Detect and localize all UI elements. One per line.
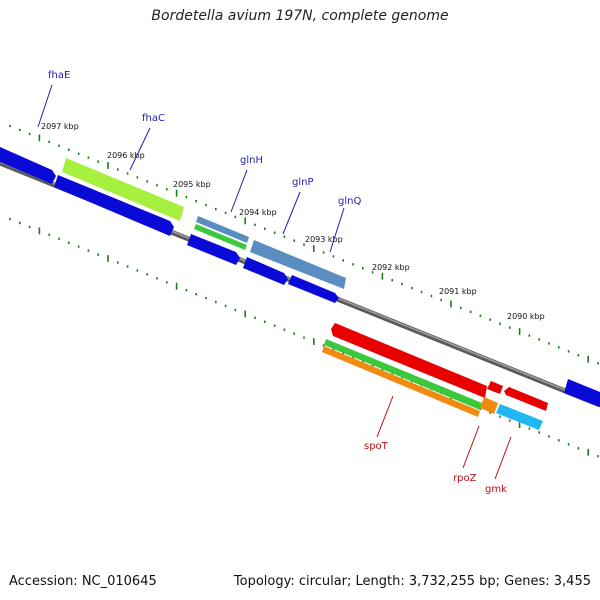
gene-label-glnP[interactable]: glnP: [292, 177, 314, 188]
feature-spoT-bar-2[interactable]: [322, 346, 480, 417]
scale-label: 2091 kbp: [439, 287, 477, 296]
scale-label: 2096 kbp: [107, 151, 145, 160]
label-leader-spoT: [376, 395, 394, 438]
feature-glnP-bar[interactable]: [250, 240, 346, 289]
gene-label-glnH[interactable]: glnH: [240, 155, 263, 166]
scale-label: 2093 kbp: [305, 235, 343, 244]
feature-gmk-bar[interactable]: [496, 404, 543, 430]
scale-label: 2095 kbp: [173, 180, 211, 189]
label-leader-gmk: [494, 436, 512, 480]
forward-gene-labels: fhaE fhaC glnH glnP glnQ: [37, 70, 361, 253]
label-leader-fhaE: [37, 84, 53, 128]
label-leader-glnH: [230, 169, 248, 213]
feature-glnH-bar[interactable]: [196, 216, 249, 243]
reverse-strand-genes: [322, 323, 548, 430]
gene-gmk-arrow[interactable]: [504, 387, 548, 411]
gene-glnP-arrow[interactable]: [243, 257, 288, 285]
gene-label-fhaE[interactable]: fhaE: [48, 70, 70, 81]
gene-glnH-arrow[interactable]: [187, 234, 240, 265]
label-leader-glnP: [282, 191, 301, 235]
label-leader-rpoZ: [462, 425, 480, 469]
gene-label-glnQ[interactable]: glnQ: [338, 196, 361, 207]
gene-fhaE-arrow[interactable]: [0, 147, 56, 184]
feature-fhaC-bar[interactable]: [62, 158, 184, 221]
feature-rpoZ-bar[interactable]: [480, 397, 498, 414]
forward-strand-genes: [0, 147, 600, 407]
scale-label: 2097 kbp: [41, 122, 79, 131]
reverse-gene-labels: spoT rpoZ gmk: [364, 395, 512, 495]
gene-glnQ-arrow[interactable]: [288, 275, 339, 303]
scale-label: 2092 kbp: [372, 263, 410, 272]
gene-label-fhaC[interactable]: fhaC: [142, 113, 165, 124]
gene-label-rpoZ[interactable]: rpoZ: [453, 473, 477, 484]
forward-feature-bars: [62, 158, 346, 289]
accession-text: Accession: NC_010645: [9, 574, 157, 589]
gene-label-spoT[interactable]: spoT: [364, 441, 389, 452]
feature-glnH-bar-2[interactable]: [194, 224, 247, 250]
gene-downstream-arrow[interactable]: [564, 379, 600, 407]
scale-labels: 2097 kbp 2096 kbp 2095 kbp 2094 kbp 2093…: [41, 122, 545, 321]
outer-scale-ticks: [9, 124, 599, 365]
gene-spoT-arrow[interactable]: [331, 323, 487, 398]
feature-spoT-bar[interactable]: [324, 339, 482, 410]
label-leader-glnQ: [329, 207, 345, 253]
scale-label: 2094 kbp: [239, 208, 277, 217]
map-title: Bordetella avium 197N, complete genome: [151, 8, 449, 24]
gene-label-gmk[interactable]: gmk: [485, 484, 507, 495]
label-leader-fhaC: [129, 127, 151, 171]
topology-text: Topology: circular; Length: 3,732,255 bp…: [233, 574, 591, 589]
scale-label: 2090 kbp: [507, 312, 545, 321]
gene-rpoZ-arrow[interactable]: [487, 381, 503, 394]
gene-fhaC-arrow[interactable]: [54, 175, 174, 236]
inner-scale-ticks: [9, 217, 599, 458]
